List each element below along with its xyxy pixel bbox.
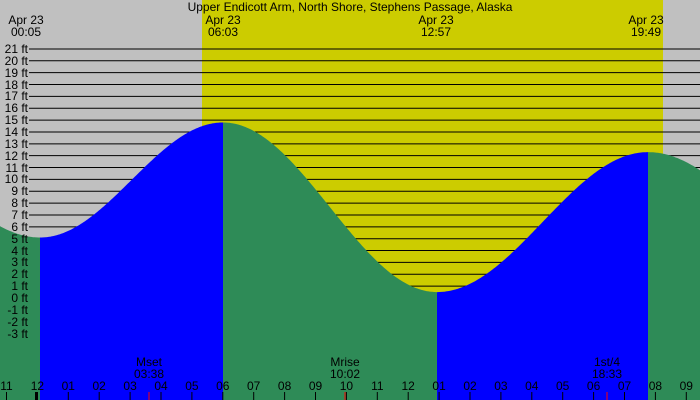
- x-tick-label: 06: [216, 379, 230, 393]
- moonrise-annotation: Mrise 10:02: [329, 355, 361, 381]
- x-tick-label: 06: [586, 379, 601, 393]
- x-tick-label: 11: [0, 379, 13, 393]
- top-annotation-2: Apr 23 06:03: [205, 13, 241, 39]
- y-tick-label: 5 ft: [11, 231, 28, 246]
- y-tick-label: 4 ft: [11, 243, 28, 258]
- moonset-annotation: Mset 03:38: [133, 355, 165, 381]
- x-tick-label: 05: [556, 379, 570, 393]
- y-tick-label: 15 ft: [4, 113, 28, 128]
- top-annotation-1: Apr 23 00:05: [8, 13, 44, 39]
- x-tick-label: 03: [494, 379, 508, 393]
- x-tick-label: 01: [61, 379, 75, 393]
- y-tick-label: 8 ft: [11, 196, 28, 211]
- rising-tide-area: [437, 152, 648, 400]
- y-tick-label: 18 ft: [4, 77, 28, 92]
- x-tick-label: 07: [247, 379, 261, 393]
- x-tick-label: 04: [154, 379, 168, 393]
- x-tick-label: 03: [123, 379, 137, 393]
- x-tick-label: 05: [185, 379, 199, 393]
- y-tick-label: 6 ft: [11, 219, 28, 234]
- y-tick-label: 3 ft: [11, 255, 28, 270]
- x-tick-label: 02: [463, 379, 477, 393]
- y-tick-label: -3 ft: [7, 326, 28, 341]
- y-tick-label: 20 ft: [4, 53, 28, 68]
- x-tick-label: 07: [617, 379, 632, 393]
- falling-tide-area: [223, 122, 437, 400]
- y-tick-label: 9 ft: [11, 184, 28, 199]
- top-annotation-4: Apr 23 19:49: [628, 13, 664, 39]
- x-tick-label: 01: [432, 379, 446, 393]
- y-tick-label: 7 ft: [11, 207, 28, 222]
- chart-title: Upper Endicott Arm, North Shore, Stephen…: [187, 0, 513, 14]
- y-tick-label: -2 ft: [7, 314, 28, 329]
- y-tick-label: 0 ft: [11, 291, 28, 305]
- x-tick-label: 04: [525, 379, 539, 393]
- y-tick-label: 19 ft: [4, 65, 28, 80]
- y-tick-label: -1 ft: [7, 302, 28, 317]
- y-tick-label: 1 ft: [11, 279, 28, 294]
- falling-tide-area: [0, 226, 40, 400]
- x-tick-label: 08: [648, 379, 663, 393]
- falling-tide-area: [648, 152, 700, 400]
- y-tick-label: 11 ft: [5, 160, 28, 175]
- y-tick-label: 10 ft: [4, 172, 28, 187]
- y-tick-label: 17 ft: [4, 89, 28, 104]
- y-tick-label: 12 ft: [4, 148, 28, 163]
- x-tick-label: 09: [308, 379, 323, 393]
- y-tick-label: 13 ft: [4, 136, 28, 151]
- top-annotation-3: Apr 23 12:57: [418, 13, 454, 39]
- x-tick-label: 12: [30, 379, 45, 393]
- x-tick-label: 09: [679, 379, 693, 393]
- y-tick-label: 16 ft: [4, 101, 28, 116]
- y-tick-label: 14 ft: [4, 124, 28, 139]
- x-tick-label: 10: [339, 379, 354, 393]
- y-tick-label: 2 ft: [11, 267, 28, 282]
- rising-tide-area: [40, 122, 223, 400]
- moon-phase-annotation: 1st/4 18:33: [591, 355, 623, 381]
- x-tick-label: 08: [277, 379, 292, 393]
- x-tick-label: 11: [371, 379, 384, 393]
- x-tick-label: 12: [401, 379, 415, 393]
- x-tick-label: 02: [92, 379, 106, 393]
- y-tick-label: 21 ft: [4, 41, 28, 56]
- midnight-marker: [35, 392, 38, 400]
